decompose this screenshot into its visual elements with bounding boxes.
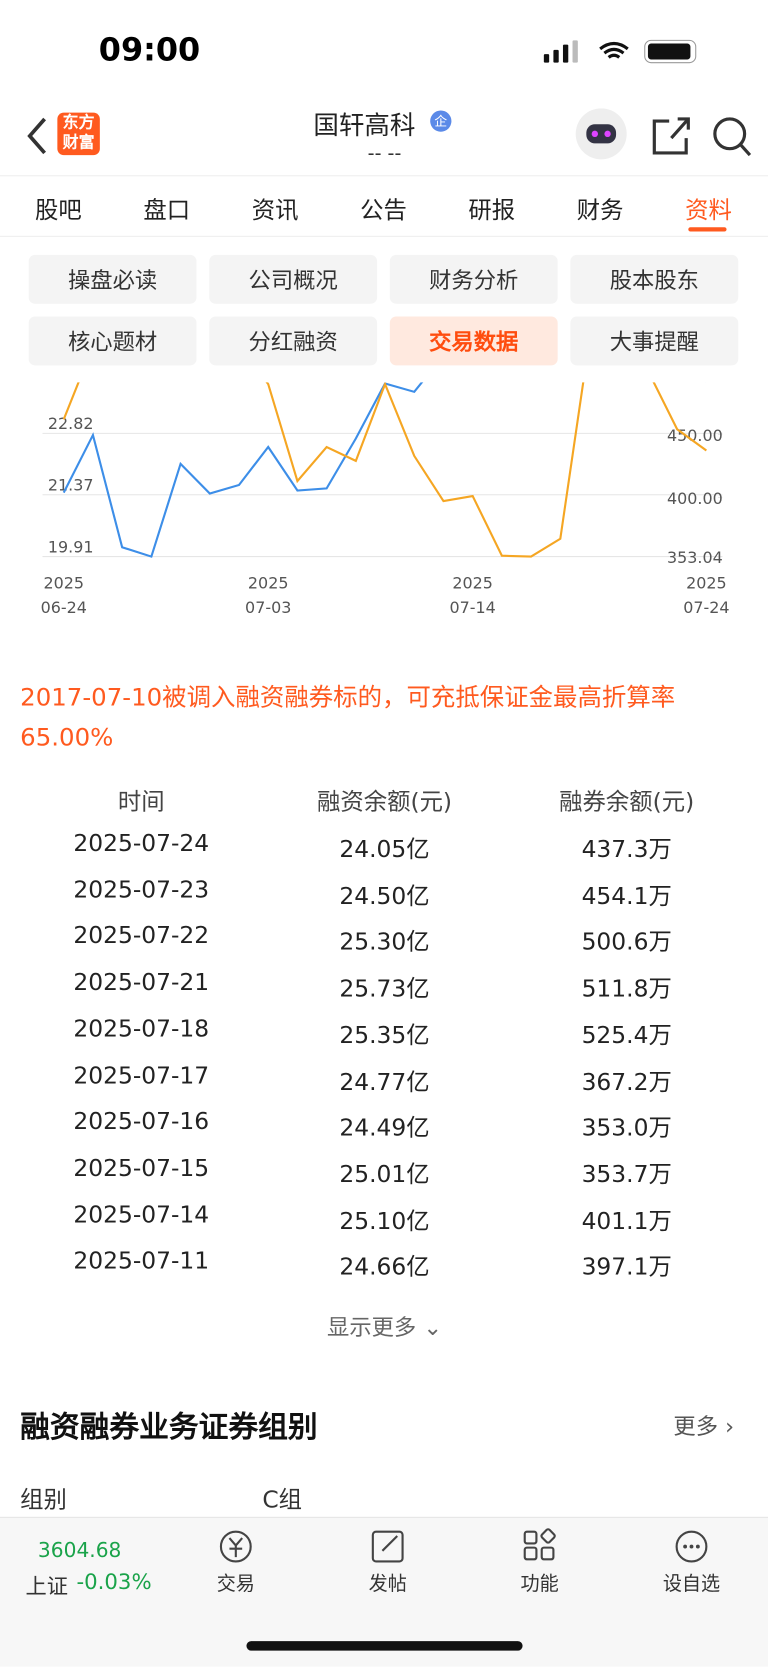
table-cell: 24.05亿 <box>339 837 430 864</box>
subtab[interactable]: 操盘必读 <box>28 254 197 304</box>
table-cell: 24.50亿 <box>339 883 430 910</box>
table-cell: 25.73亿 <box>339 976 430 1003</box>
table-cell: 2025-07-22 <box>73 923 210 951</box>
table-header: 融资余额(元) <box>316 789 453 816</box>
y2-tick-label: 450.00 <box>667 426 723 445</box>
y2-tick-label: 353.04 <box>667 548 723 567</box>
y-tick-label: 21.37 <box>48 476 94 495</box>
status-icons <box>543 39 697 64</box>
chart: 19.91 21.37 22.82 353.04 400.00 450.00 <box>42 382 723 567</box>
subtab[interactable]: 公司概况 <box>209 254 378 304</box>
table-cell: 24.49亿 <box>339 1115 430 1143</box>
table-cell: 500.6万 <box>581 929 672 957</box>
table-cell: 401.1万 <box>581 1208 672 1235</box>
table-header: 时间 <box>117 789 165 816</box>
table-cell: 25.10亿 <box>339 1208 430 1235</box>
y-tick-label: 22.82 <box>48 414 94 433</box>
tab[interactable]: 研报 <box>468 197 516 225</box>
table-cell: 454.1万 <box>581 883 672 910</box>
group-label: 组别 <box>20 1487 67 1514</box>
app-logo: 东方财富 <box>57 112 100 156</box>
nav-item[interactable]: 发帖 <box>368 1573 407 1596</box>
table-cell: 367.2万 <box>581 1069 672 1096</box>
show-more-text[interactable]: 显示更多 <box>327 1315 417 1341</box>
table-cell: 2025-07-23 <box>73 877 210 904</box>
table-cell: 24.66亿 <box>339 1254 430 1282</box>
nav-item[interactable]: 设自选 <box>662 1573 721 1596</box>
spacer <box>0 1370 768 1381</box>
stock-name: 国轩高科 <box>313 110 416 141</box>
table-cell: 437.3万 <box>581 837 672 864</box>
x-tick-label: 2025 06-24 <box>40 573 87 618</box>
tab[interactable]: 公告 <box>360 197 407 225</box>
table-cell: 2025-07-15 <box>73 1155 210 1183</box>
more-text[interactable]: 更多 <box>673 1413 719 1440</box>
nav-item[interactable]: 交易 <box>216 1573 255 1596</box>
tab[interactable]: 股吧 <box>35 197 82 225</box>
show-more[interactable]: 显示更多 ⌄ <box>327 1315 443 1341</box>
table-cell: 353.0万 <box>581 1115 672 1143</box>
x-tick-label: 2025 07-03 <box>245 573 292 618</box>
subtab[interactable]: 分红融资 <box>209 316 378 366</box>
table-cell: 511.8万 <box>581 976 672 1003</box>
subtab[interactable]: 股本股东 <box>570 254 739 304</box>
table-cell: 2025-07-17 <box>73 1062 210 1090</box>
table-cell: 397.1万 <box>581 1254 672 1282</box>
nav-item[interactable]: 功能 <box>520 1573 559 1596</box>
table-header: 融券余额(元) <box>559 789 695 816</box>
index-value[interactable]: 3604.68 <box>37 1539 122 1563</box>
stock-price: -- -- <box>367 142 402 165</box>
divider <box>0 175 768 177</box>
divider <box>0 235 768 237</box>
table-cell: 525.4万 <box>581 1022 672 1050</box>
table-cell: 2025-07-18 <box>73 1016 210 1043</box>
subtab[interactable]: 交易数据 <box>389 316 558 366</box>
line-series <box>62 382 424 558</box>
x-tick-label: 2025 07-14 <box>449 573 496 618</box>
back[interactable] <box>21 115 53 157</box>
table-cell: 2025-07-21 <box>73 969 210 997</box>
group-value: C组 <box>262 1487 303 1514</box>
line-series <box>62 382 707 558</box>
tab[interactable]: 财务 <box>576 197 624 225</box>
nav-icons <box>219 1528 708 1563</box>
subtab[interactable]: 大事提醒 <box>570 316 739 366</box>
tab-indicator <box>688 227 727 232</box>
table-cell: 2025-07-11 <box>73 1248 210 1275</box>
subtab[interactable]: 财务分析 <box>389 254 558 304</box>
table-cell: 25.35亿 <box>339 1022 430 1050</box>
table-cell: 25.01亿 <box>339 1161 430 1189</box>
subtab[interactable]: 核心题材 <box>28 316 197 366</box>
index-name[interactable]: 上证 <box>25 1573 68 1599</box>
index-change[interactable]: -0.03% <box>76 1568 152 1595</box>
y-tick-label: 19.91 <box>48 537 94 556</box>
table-cell: 24.77亿 <box>339 1069 430 1096</box>
table-cell: 25.30亿 <box>339 929 430 957</box>
notice: 2017-07-10被调入融资融券标的，可充抵保证金最高折算率65.00% <box>20 684 676 753</box>
table-cell: 2025-07-16 <box>73 1109 210 1136</box>
section-title: 融资融券业务证券组别 <box>20 1409 318 1445</box>
section-more[interactable]: 更多 › <box>673 1413 735 1440</box>
table-cell: 353.7万 <box>581 1161 672 1189</box>
tab[interactable]: 资讯 <box>251 197 299 225</box>
table-cell: 2025-07-14 <box>73 1201 210 1229</box>
table-cell: 2025-07-24 <box>73 830 210 858</box>
x-tick-label: 2025 07-24 <box>683 573 730 618</box>
badge: 企 <box>430 110 452 132</box>
header-icons[interactable] <box>574 108 755 161</box>
tab[interactable]: 盘口 <box>143 197 191 225</box>
y2-tick-label: 400.00 <box>667 489 723 508</box>
home-indicator <box>246 1641 523 1651</box>
tab[interactable]: 资料 <box>685 197 732 225</box>
status-time: 09:00 <box>98 31 201 70</box>
